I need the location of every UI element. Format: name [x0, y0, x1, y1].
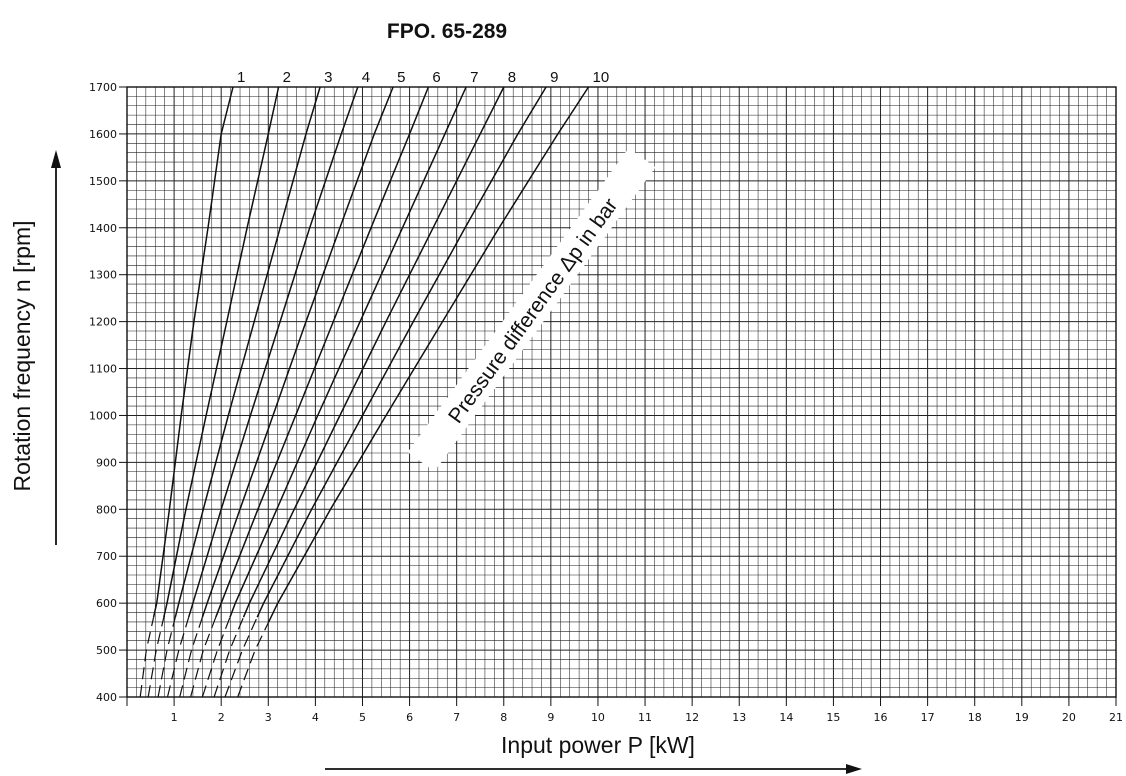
y-axis-label: Rotation frequency n [rpm]	[9, 220, 35, 491]
curve-7-solid	[229, 86, 467, 618]
y-tick-label: 1700	[89, 81, 117, 94]
x-tick-label: 14	[779, 711, 793, 724]
x-tick-label: 11	[638, 711, 652, 724]
x-tick-label: 6	[406, 711, 413, 724]
x-tick-label: 7	[453, 711, 460, 724]
x-tick-label: 9	[547, 711, 554, 724]
x-tick-label: 20	[1062, 711, 1076, 724]
curve-label-4: 4	[362, 69, 370, 86]
curves	[139, 86, 590, 698]
curve-3-dashed	[157, 617, 176, 698]
x-tick-label: 15	[826, 711, 840, 724]
x-tick-label: 4	[312, 711, 319, 724]
curve-8-solid	[242, 86, 505, 618]
x-tick-label: 1	[171, 711, 178, 724]
curve-label-6: 6	[432, 69, 440, 86]
curve-1-solid	[152, 86, 234, 618]
y-tick-label: 1400	[89, 222, 117, 235]
curve-9-dashed	[224, 616, 258, 698]
curve-10-solid	[268, 86, 590, 623]
curve-4-solid	[187, 86, 359, 618]
x-tick-label: 18	[968, 711, 982, 724]
x-tick-label: 19	[1015, 711, 1029, 724]
curve-9-solid	[256, 86, 547, 618]
curve-label-2: 2	[283, 69, 291, 86]
pressure-annotation-text: Pressure difference Δp in bar	[444, 194, 622, 427]
x-tick-label: 10	[591, 711, 605, 724]
y-tick-label: 500	[96, 644, 117, 657]
curve-3-solid	[174, 86, 321, 618]
curve-label-9: 9	[550, 69, 558, 86]
x-tick-label: 5	[359, 711, 366, 724]
y-tick-label: 700	[96, 550, 117, 563]
y-tick-label: 400	[96, 691, 117, 704]
curve-label-7: 7	[470, 69, 478, 86]
x-tick-label: 8	[500, 711, 507, 724]
curve-6-solid	[215, 86, 430, 618]
y-tick-label: 800	[96, 503, 117, 516]
curve-8-dashed	[213, 616, 245, 698]
curve-7-dashed	[201, 616, 231, 698]
curve-6-dashed	[190, 616, 217, 698]
y-tick-label: 1200	[89, 316, 117, 329]
x-tick-label: 2	[218, 711, 225, 724]
x-tick-label: 17	[921, 711, 935, 724]
curve-1-dashed	[139, 617, 155, 698]
curve-5-dashed	[179, 617, 203, 698]
curve-labels: 1 2 3 4 5 6 7 8 9 10	[237, 69, 609, 86]
x-tick-label: 13	[732, 711, 746, 724]
pressure-annotation: Pressure difference Δp in bar	[407, 147, 656, 472]
x-axis-label: Input power P [kW]	[501, 732, 695, 758]
y-tick-label: 1500	[89, 175, 117, 188]
curve-label-8: 8	[508, 69, 516, 86]
curve-5-solid	[201, 86, 394, 618]
y-tick-label: 1300	[89, 269, 117, 282]
curve-label-1: 1	[237, 69, 245, 86]
curve-2-solid	[163, 86, 280, 618]
y-tick-label: 1000	[89, 409, 117, 422]
y-axis-arrowhead	[51, 150, 61, 168]
x-tick-label: 16	[874, 711, 888, 724]
y-tick-label: 600	[96, 597, 117, 610]
plot-border	[126, 86, 1117, 698]
x-axis-arrowhead	[846, 764, 862, 774]
pressure-annotation-box	[407, 147, 656, 472]
chart-title: FPO. 65-289	[387, 20, 507, 43]
x-tick-label: 21	[1109, 711, 1123, 724]
curve-label-5: 5	[397, 69, 405, 86]
curve-2-dashed	[147, 617, 165, 698]
tick-labels: 1 2 3 4 5 6 7 8 9 10 11 12 13 14 15 16 17 18 19 20 214005006…	[89, 81, 1123, 724]
y-tick-label: 900	[96, 456, 117, 469]
y-tick-label: 1600	[89, 128, 117, 141]
y-tick-label: 1100	[89, 363, 117, 376]
x-tick-label: 12	[685, 711, 699, 724]
curve-label-10: 10	[593, 69, 610, 86]
curve-4-dashed	[166, 617, 190, 698]
curve-label-3: 3	[324, 69, 332, 86]
x-tick-label: 3	[265, 711, 272, 724]
